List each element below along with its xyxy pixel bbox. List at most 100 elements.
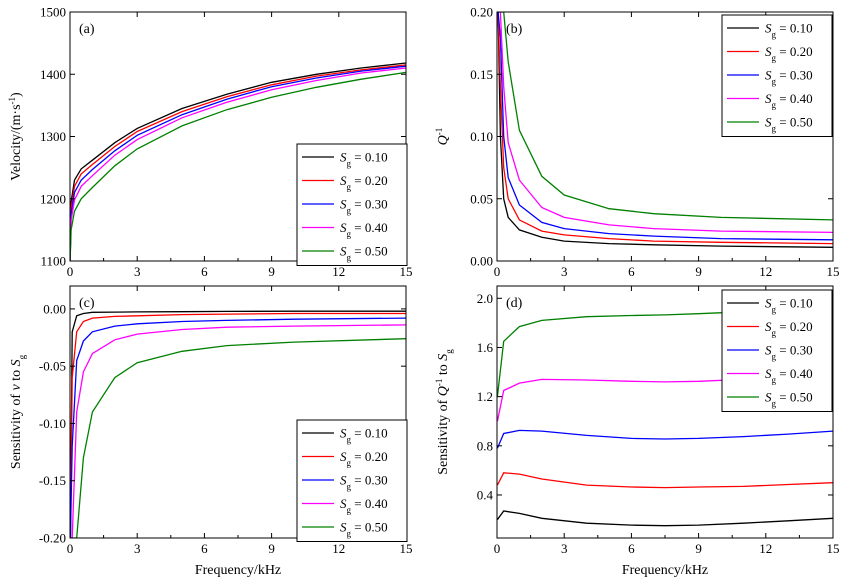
y-tick-label: 0.15 (470, 67, 493, 82)
y-tick-label: 1.2 (477, 389, 493, 404)
x-tick-label: 3 (134, 264, 141, 279)
x-tick-label: 9 (695, 264, 702, 279)
y-tick-label: -0.10 (39, 416, 66, 431)
x-tick-label: 15 (827, 264, 840, 279)
series-line-5 (70, 338, 406, 538)
legend-box (721, 14, 833, 137)
x-tick-label: 6 (201, 264, 208, 279)
y-tick-label: 2.0 (477, 291, 493, 306)
legend-entry: Sg = 0.40 (765, 91, 813, 110)
y-tick-label: -0.15 (39, 473, 66, 488)
panel-a: 0 3 6 9 12 15 1100 1200 1300 1400 1500 (a) Velocity/… (7, 5, 413, 280)
series-line-3 (497, 429, 833, 449)
legend-entry: Sg = 0.30 (765, 68, 813, 87)
series-line-3 (70, 65, 406, 261)
x-tick-label: 12 (759, 264, 772, 279)
x-tick-label: 6 (201, 541, 208, 556)
series-line-1 (70, 62, 406, 261)
series-line-1 (497, 510, 833, 527)
legend-entry: Sg = 0.20 (765, 44, 813, 63)
x-tick-label: 15 (400, 264, 413, 279)
x-tick-label: 3 (561, 541, 568, 556)
legend: Sg = 0.10 Sg = 0.20 Sg = 0.30 Sg = 0.40 Sg =… (721, 14, 833, 137)
series-line-4 (70, 67, 406, 261)
series-line-1 (70, 310, 406, 538)
x-tick-label: 0 (67, 264, 74, 279)
legend-entry: Sg = 0.30 (765, 343, 813, 362)
series-line-2 (497, 472, 833, 489)
legend-entry: Sg = 0.10 (340, 426, 388, 445)
series-line-3 (497, 12, 833, 241)
y-tick-label: 0.8 (477, 438, 493, 453)
legend-box (296, 419, 408, 542)
x-axis-label: Frequency/kHz (622, 563, 708, 578)
y-tick-label: 1100 (40, 254, 66, 269)
panel-d: 0 3 6 9 12 15 0.4 0.8 1.2 1.6 2.0 (d) Sensitivity of… (434, 285, 840, 578)
legend-entry: Sg = 0.10 (765, 296, 813, 315)
x-tick-label: 6 (628, 264, 635, 279)
x-tick-label: 9 (268, 541, 275, 556)
legend-entry: Sg = 0.30 (340, 473, 388, 492)
x-tick-label: 3 (561, 264, 568, 279)
legend-entry: Sg = 0.30 (340, 197, 388, 216)
series-line-5 (498, 12, 833, 221)
y-tick-label: 0.4 (477, 487, 494, 502)
series-line-4 (70, 324, 406, 538)
y-tick-label: 0.00 (43, 301, 66, 316)
x-tick-label: 6 (628, 541, 635, 556)
y-tick-label: 0.20 (470, 5, 493, 20)
legend-entry: Sg = 0.20 (765, 319, 813, 338)
y-tick-label: 1300 (40, 129, 66, 144)
x-tick-label: 15 (400, 541, 413, 556)
x-tick-label: 9 (268, 264, 275, 279)
x-tick-label: 3 (134, 541, 141, 556)
legend: Sg = 0.10 Sg = 0.20 Sg = 0.30 Sg = 0.40 Sg =… (296, 419, 408, 542)
legend-entry: Sg = 0.40 (340, 496, 388, 515)
legend: Sg = 0.10 Sg = 0.20 Sg = 0.30 Sg = 0.40 Sg =… (296, 143, 408, 266)
panel-label: (b) (506, 22, 523, 37)
legend-entry: Sg = 0.40 (340, 220, 388, 239)
y-tick-label: 0.00 (470, 254, 493, 269)
x-tick-label: 0 (67, 541, 74, 556)
legend-entry: Sg = 0.10 (340, 150, 388, 169)
x-tick-label: 9 (695, 541, 702, 556)
panel-label: (a) (79, 22, 95, 37)
legend: Sg = 0.10 Sg = 0.20 Sg = 0.30 Sg = 0.40 Sg =… (721, 289, 833, 412)
legend-entry: Sg = 0.20 (340, 173, 388, 192)
y-axis-label: Q-1 (434, 128, 451, 146)
y-tick-label: 0.05 (470, 191, 493, 206)
x-tick-label: 12 (759, 541, 772, 556)
panel-label: (c) (79, 296, 95, 311)
series-line-2 (70, 312, 406, 538)
x-tick-label: 12 (332, 264, 345, 279)
legend-entry: Sg = 0.40 (765, 366, 813, 385)
y-tick-label: 1200 (40, 191, 66, 206)
y-axis-label: Velocity/(m·s-1) (7, 92, 24, 181)
x-tick-label: 0 (494, 264, 501, 279)
series-line-2 (497, 12, 833, 245)
x-tick-label: 12 (332, 541, 345, 556)
legend-entry: Sg = 0.50 (340, 244, 388, 263)
legend-entry: Sg = 0.50 (765, 115, 813, 134)
panel-c: 0 3 6 9 12 15 -0.20 -0.15 -0.10 -0.05 0.00 (c) Sensi… (9, 285, 413, 578)
series-line-2 (70, 64, 406, 261)
y-tick-label: 1400 (40, 67, 66, 82)
x-tick-label: 0 (494, 541, 501, 556)
x-axis-label: Frequency/kHz (195, 563, 281, 578)
series-line-1 (497, 12, 833, 248)
series-line-4 (498, 12, 833, 234)
y-tick-label: -0.05 (39, 359, 66, 374)
x-tick-label: 15 (827, 541, 840, 556)
series-line-5 (70, 71, 406, 261)
legend-entry: Sg = 0.50 (765, 390, 813, 409)
legend-box (721, 289, 833, 412)
legend-entry: Sg = 0.20 (340, 449, 388, 468)
legend-entry: Sg = 0.10 (765, 21, 813, 40)
legend-entry: Sg = 0.50 (340, 520, 388, 539)
y-axis-label: Sensitivity of Q-1 to Sg (434, 349, 454, 475)
series-line-3 (70, 317, 406, 538)
y-tick-label: 1500 (40, 5, 66, 20)
panel-b: 0 3 6 9 12 15 0.00 0.05 0.10 0.15 0.20 (b) Q-1 Sg = 0… (434, 5, 840, 280)
panel-label: (d) (506, 296, 523, 311)
